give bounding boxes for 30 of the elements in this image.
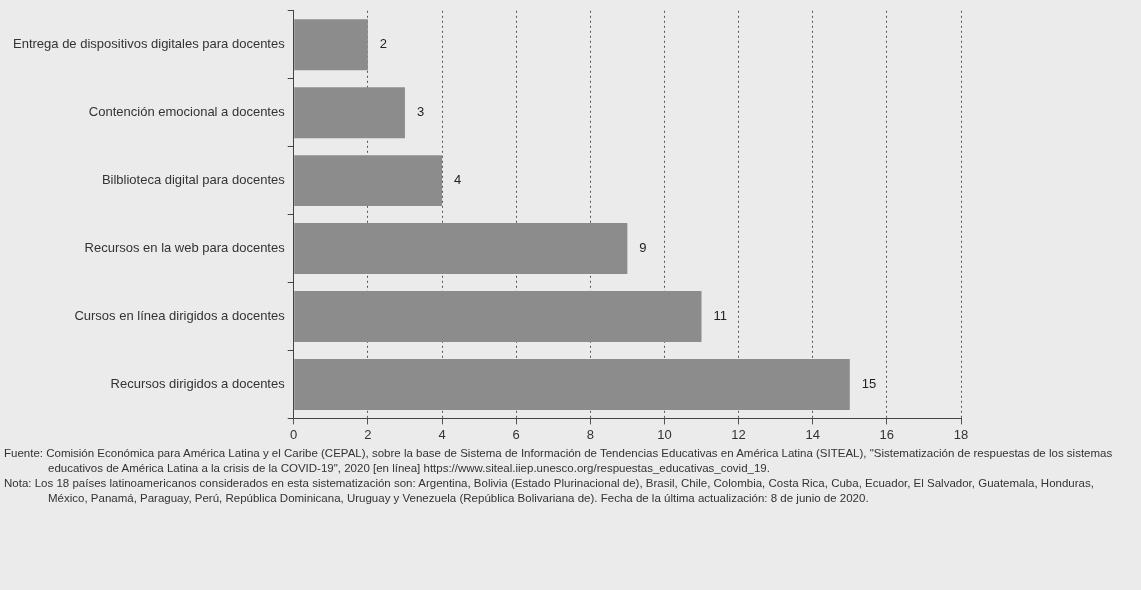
data-label: 4 [454,172,462,188]
y-tick-label: Contención emocional a docentes [88,104,286,120]
x-tick-label: 18 [953,426,969,442]
data-label: 15 [861,376,877,392]
source-note: Fuente: Comisión Económica para América Latina y el Caribe (CEPAL), sobre la base de Sistema de Información de Tendencias Educativas en América Latina (SITEAL), "Sistematización de respuestas de los sistemas educativos de América Latina a la crisis de la COVID-19", 2020 [en línea] https://www.siteal.iiep.unesco.org/respuestas_educativas_covid_19. [4,446,1114,476]
y-tick-label: Bilblioteca digital para docentes [101,172,286,188]
x-tick-label: 10 [657,426,672,442]
text: Nota: Los 18 países latinoamericanos considerados en esta sistematización son: Argentina, Bolivia (Estado Plurinacional de), Brasil, Chile, Colombia, Costa Rica, Cuba, Ecuador, El Salvador, Guatemala, Honduras, México, Panamá, Paraguay, Perú, República Dominicana, Uruguay y Venezuela (República Bolivariana de). Fecha de la última actualización: 8 de junio de 2020. [4,476,1095,506]
bar [294,19,368,71]
x-tick-label: 12 [731,426,746,442]
x-tick-label: 4 [438,426,446,442]
bar [294,155,443,207]
data-label: 9 [639,240,647,256]
bar [294,223,628,275]
x-tick-label: 6 [512,426,520,442]
bar [294,87,405,139]
y-tick-label: Entrega de dispositivos digitales para docentes [12,36,286,52]
y-tick-label: Cursos en línea dirigidos a docentes [74,308,286,324]
y-tick-label: Recursos en la web para docentes [84,240,286,256]
data-label: 3 [416,104,425,120]
bar [294,358,850,410]
data-label: 11 [713,308,727,324]
x-tick-label: 2 [364,426,372,442]
y-tick-label: Recursos dirigidos a docentes [110,376,286,392]
bar [294,291,702,342]
x-tick-label: 0 [290,426,298,442]
x-tick-label: 14 [805,426,820,442]
x-tick-label: 8 [586,426,594,442]
x-tick-label: 16 [879,426,895,442]
data-label: 2 [379,36,388,52]
